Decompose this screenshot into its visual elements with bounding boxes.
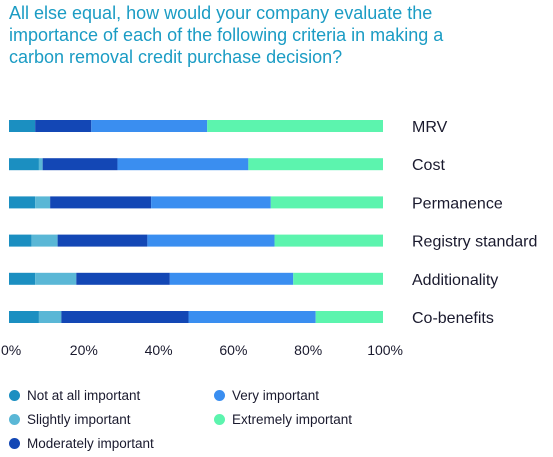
bar-row-cost (9, 158, 383, 171)
bar-row-permanence (9, 196, 383, 209)
bar-segment-registry-standard-not-at-all-important (9, 234, 32, 247)
bar-segment-permanence-extremely-important (270, 196, 383, 209)
bar-segment-co-benefits-moderately-important (61, 311, 189, 323)
bar-segment-registry-standard-very-important (147, 234, 275, 247)
bar-segment-registry-standard-extremely-important (274, 234, 383, 247)
bar-segment-permanence-slightly-important (35, 196, 51, 209)
x-tick-label: 80% (294, 342, 322, 358)
category-label: MRV (412, 119, 448, 136)
bar-segment-cost-extremely-important (248, 158, 383, 171)
legend-label: Not at all important (27, 388, 141, 403)
bar-segment-additionality-moderately-important (76, 272, 170, 285)
legend-label: Slightly important (27, 412, 131, 427)
bar-segment-registry-standard-slightly-important (31, 234, 58, 247)
x-tick-label: 0% (1, 342, 21, 358)
bar-segment-co-benefits-extremely-important (315, 311, 383, 323)
chart-title-line-1: All else equal, how would your company e… (9, 3, 433, 23)
bar-segment-mrv-moderately-important (35, 120, 92, 132)
category-label: Additionality (412, 272, 498, 289)
bar-segment-cost-not-at-all-important (9, 158, 39, 171)
chart-title-line-3: carbon removal credit purchase decision? (9, 47, 343, 67)
chart-legend: Not at all important Slightly important Mo… (9, 388, 549, 457)
category-label: Co-benefits (412, 310, 494, 327)
bar-segment-additionality-not-at-all-important (9, 272, 36, 285)
legend-item-very-important: Very important (214, 388, 319, 403)
stacked-bar-chart: MRV Cost Permanence Registry standard Additi… (1, 119, 537, 358)
bar-segment-mrv-extremely-important (207, 120, 383, 132)
x-tick-label: 40% (145, 342, 173, 358)
bar-segment-cost-slightly-important (38, 158, 43, 171)
legend-item-extremely-important: Extremely important (214, 412, 352, 427)
legend-label: Very important (232, 388, 320, 403)
bar-segment-cost-moderately-important (42, 158, 118, 171)
bar-segment-registry-standard-moderately-important (57, 234, 148, 247)
bar-segment-co-benefits-very-important (188, 311, 316, 323)
category-label: Registry standard (412, 234, 537, 251)
bar-row-additionality (9, 272, 383, 285)
bar-segment-permanence-very-important (151, 196, 271, 209)
legend-label: Extremely important (232, 412, 353, 427)
legend-item-slightly-important: Slightly important (9, 412, 131, 427)
chart-title: All else equal, how would your company e… (9, 2, 549, 68)
legend-swatch (9, 414, 20, 425)
legend-item-moderately-important: Moderately important (9, 436, 154, 451)
bar-segment-co-benefits-not-at-all-important (9, 311, 39, 323)
bar-segment-mrv-very-important (91, 120, 208, 132)
category-label: Cost (412, 157, 445, 174)
bar-segment-additionality-slightly-important (35, 272, 77, 285)
bar-segment-cost-very-important (117, 158, 249, 171)
bar-row-mrv (9, 120, 383, 132)
legend-label: Moderately important (27, 436, 154, 451)
x-tick-label: 20% (70, 342, 98, 358)
x-tick-label: 100% (367, 342, 403, 358)
bar-row-co-benefits (9, 311, 383, 323)
legend-swatch (214, 414, 225, 425)
x-tick-label: 60% (219, 342, 247, 358)
legend-swatch (9, 438, 20, 449)
bar-segment-additionality-very-important (169, 272, 294, 285)
bar-segment-co-benefits-slightly-important (38, 311, 62, 323)
legend-item-not-at-all-important: Not at all important (9, 388, 140, 403)
legend-swatch (214, 390, 225, 401)
bar-segment-mrv-not-at-all-important (9, 120, 36, 132)
bar-segment-permanence-not-at-all-important (9, 196, 36, 209)
chart-title-line-2: importance of each of the following crit… (9, 25, 444, 45)
bar-segment-additionality-extremely-important (293, 272, 383, 285)
bar-row-registry-standard (9, 234, 383, 247)
bar-segment-permanence-moderately-important (50, 196, 152, 209)
legend-swatch (9, 390, 20, 401)
category-label: Permanence (412, 195, 503, 212)
